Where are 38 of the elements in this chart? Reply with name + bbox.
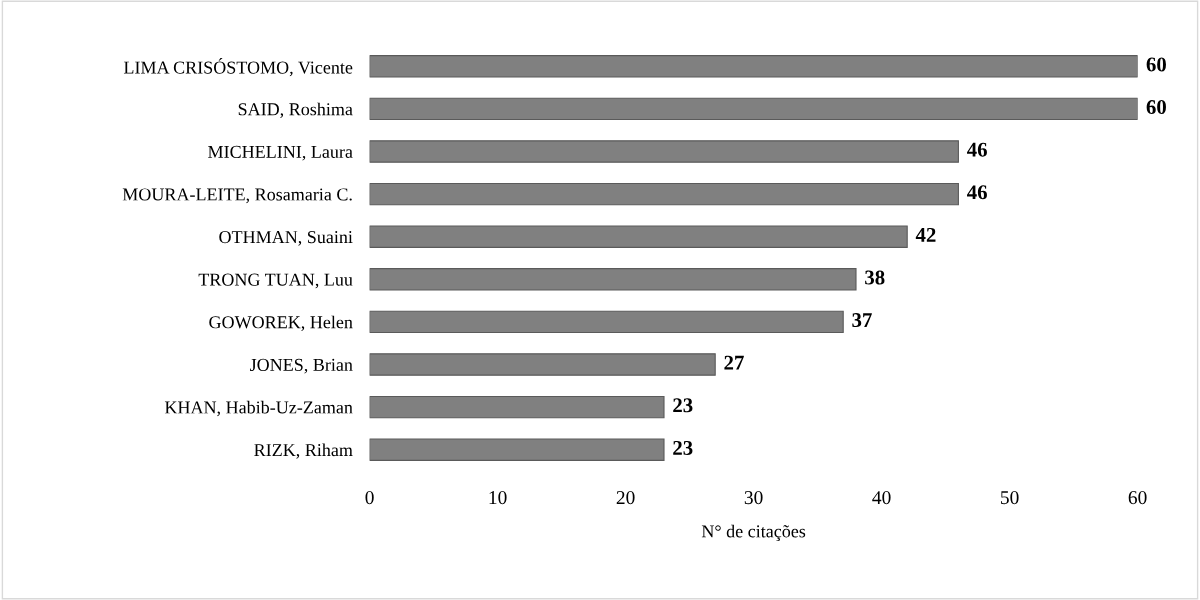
- y-tick-label: MICHELINI, Laura: [208, 145, 353, 161]
- x-tick-label: 0: [365, 491, 374, 505]
- x-tick-label: 30: [744, 491, 763, 505]
- bar: [369, 55, 1138, 78]
- x-tick-label: 10: [489, 491, 507, 505]
- y-tick-label: SAID, Roshima: [238, 102, 353, 118]
- x-tick-label: 60: [1128, 491, 1147, 505]
- bar: [369, 182, 959, 206]
- bar: [369, 353, 716, 376]
- x-axis-title: N° de citações: [701, 524, 806, 542]
- y-tick-label: OTHMAN, Suaini: [219, 231, 353, 246]
- y-tick-label: KHAN, Habib-Uz-Zaman: [164, 400, 353, 417]
- bar: [369, 97, 1138, 121]
- data-label: 60: [1146, 57, 1166, 72]
- data-label: 37: [852, 313, 872, 328]
- y-tick-label: RIZK, Riham: [254, 443, 353, 459]
- data-label: 46: [967, 185, 987, 200]
- bar: [369, 225, 908, 248]
- data-label: 60: [1146, 100, 1166, 115]
- bar: [369, 438, 665, 461]
- bar: [369, 395, 665, 419]
- y-tick-label: TRONG TUAN, Luu: [198, 273, 353, 289]
- data-label: 23: [673, 440, 693, 455]
- y-tick-label: JONES, Brian: [249, 358, 353, 374]
- x-tick-label: 40: [872, 491, 891, 505]
- y-tick-label: LIMA CRISÓSTOMO, Vicente: [123, 58, 353, 77]
- bar: [369, 140, 959, 163]
- data-label: 38: [865, 270, 885, 285]
- data-label: 46: [967, 142, 987, 157]
- bar: [369, 310, 844, 334]
- x-tick-label: 50: [1001, 491, 1019, 505]
- bar: [369, 268, 857, 291]
- data-label: 27: [724, 355, 744, 370]
- data-label: 23: [673, 398, 693, 413]
- y-tick-label: MOURA-LEITE, Rosamaria C.: [122, 188, 352, 204]
- y-tick-label: GOWOREK, Helen: [209, 315, 353, 331]
- x-tick-label: 20: [616, 491, 635, 505]
- data-label: 42: [915, 227, 936, 242]
